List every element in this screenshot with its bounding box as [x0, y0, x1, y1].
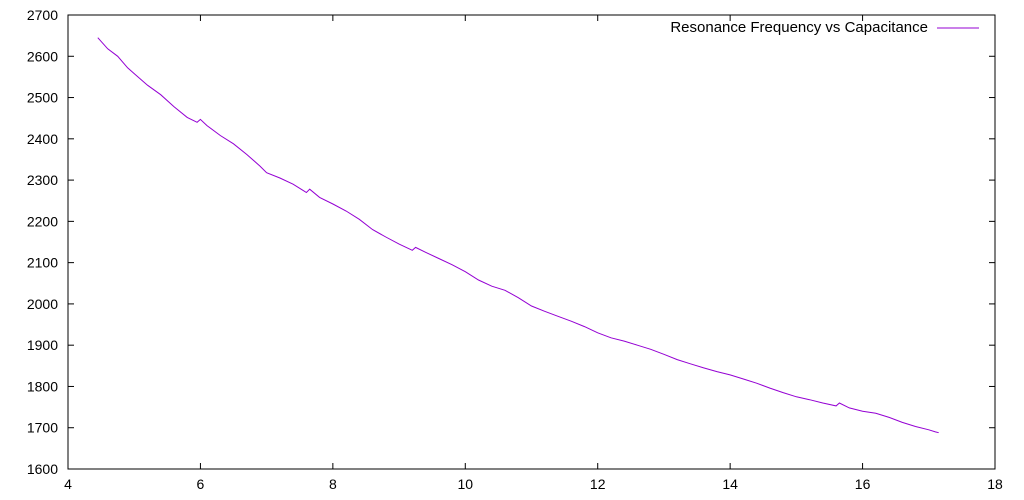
y-tick-label: 2000	[27, 296, 58, 312]
y-tick-label: 2300	[27, 172, 58, 188]
y-tick-label: 2400	[27, 131, 58, 147]
legend-label: Resonance Frequency vs Capacitance	[670, 19, 928, 36]
x-tick-label: 14	[722, 476, 738, 492]
y-tick-label: 2600	[27, 48, 58, 64]
plot-frame	[67, 14, 996, 470]
series-layer	[97, 37, 939, 434]
x-tick-label: 8	[329, 476, 337, 492]
series-line	[97, 37, 939, 434]
y-tick-label: 2500	[27, 90, 58, 106]
y-tick-label: 1700	[27, 420, 58, 436]
x-tick-label: 16	[855, 476, 871, 492]
x-tick-label: 12	[590, 476, 606, 492]
y-tick-label: 2100	[27, 255, 58, 271]
y-tick-label: 1800	[27, 378, 58, 394]
y-tick-label: 2200	[27, 213, 58, 229]
x-axis: 4 6 8 10 12 14 16 18	[64, 15, 1003, 492]
x-tick-label: 4	[64, 476, 72, 492]
legend: Resonance Frequency vs Capacitance	[670, 19, 979, 36]
y-tick-label: 1600	[27, 461, 58, 477]
y-tick-label: 1900	[27, 337, 58, 353]
y-axis: 1600 1700 1800 1900 2000 2100 2200 2300 2400 2500…	[27, 7, 995, 477]
x-tick-label: 6	[197, 476, 205, 492]
x-tick-label: 10	[457, 476, 473, 492]
x-tick-label: 18	[987, 476, 1003, 492]
y-tick-label: 2700	[27, 7, 58, 23]
